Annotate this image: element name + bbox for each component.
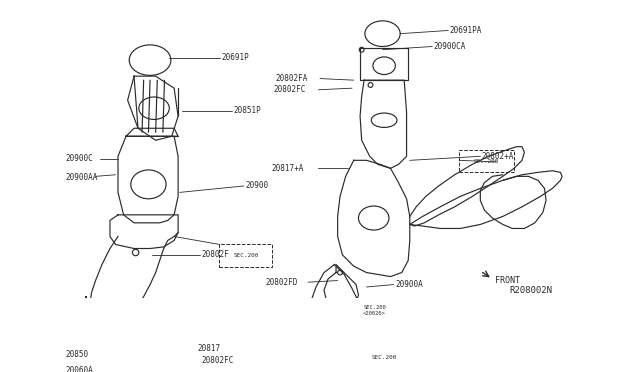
Text: 20802FD: 20802FD	[266, 278, 298, 287]
Text: R208002N: R208002N	[509, 286, 552, 295]
Text: SEC.200
<20020>: SEC.200 <20020>	[363, 305, 386, 315]
Text: 20900AA: 20900AA	[65, 173, 97, 182]
Text: FRONT: FRONT	[495, 276, 520, 285]
Text: 20802FC: 20802FC	[273, 85, 306, 94]
Text: 20817: 20817	[197, 344, 220, 353]
Text: 20802FA: 20802FA	[276, 74, 308, 83]
Text: 20802F: 20802F	[202, 250, 229, 259]
Text: 20802+A: 20802+A	[482, 152, 515, 161]
Text: 20817+A: 20817+A	[272, 164, 304, 173]
Text: 20900C: 20900C	[65, 154, 93, 163]
Text: 20060A: 20060A	[65, 366, 93, 372]
Text: 20802FC: 20802FC	[202, 356, 234, 365]
Text: 20691P: 20691P	[221, 53, 249, 62]
Text: SEC.200: SEC.200	[371, 355, 397, 360]
Text: 20691PA: 20691PA	[450, 26, 482, 35]
Text: SEC.200: SEC.200	[474, 158, 499, 164]
Text: 20850: 20850	[65, 350, 88, 359]
Text: 20900: 20900	[246, 182, 269, 190]
Text: 20900CA: 20900CA	[434, 42, 466, 51]
Text: SEC.200: SEC.200	[233, 253, 259, 258]
Text: 20851P: 20851P	[234, 106, 261, 115]
Text: 20900A: 20900A	[396, 280, 423, 289]
